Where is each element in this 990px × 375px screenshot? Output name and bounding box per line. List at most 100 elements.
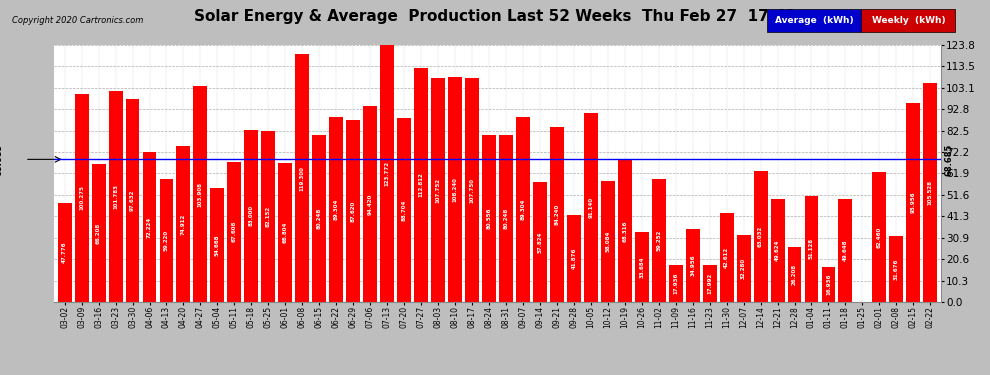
Bar: [889, 236, 903, 302]
Text: 112.812: 112.812: [419, 172, 424, 197]
Bar: [924, 83, 938, 302]
Bar: [567, 215, 581, 302]
Bar: [720, 213, 734, 302]
Text: 89.304: 89.304: [521, 198, 526, 220]
Text: 68.685: 68.685: [944, 143, 954, 176]
Text: 108.240: 108.240: [452, 177, 457, 202]
Bar: [278, 163, 292, 302]
Bar: [143, 152, 156, 302]
Bar: [159, 179, 173, 302]
Bar: [245, 130, 258, 302]
Text: 58.084: 58.084: [605, 231, 610, 252]
Text: 49.624: 49.624: [775, 240, 780, 261]
Bar: [109, 91, 123, 302]
Bar: [363, 106, 377, 302]
Text: 67.608: 67.608: [232, 221, 237, 242]
Text: 100.275: 100.275: [79, 185, 84, 210]
Text: 51.128: 51.128: [809, 238, 814, 260]
Text: 34.956: 34.956: [690, 255, 695, 276]
Bar: [668, 265, 683, 302]
Text: 80.556: 80.556: [486, 208, 491, 229]
Text: 47.776: 47.776: [62, 242, 67, 263]
Bar: [686, 230, 700, 302]
Text: 72.224: 72.224: [147, 216, 152, 237]
Bar: [414, 68, 428, 302]
Bar: [822, 267, 836, 302]
Bar: [770, 199, 784, 302]
Text: 33.684: 33.684: [640, 256, 644, 278]
Text: 123.772: 123.772: [385, 161, 390, 186]
Text: 31.676: 31.676: [894, 258, 899, 280]
Text: 57.824: 57.824: [538, 231, 543, 253]
Text: 101.783: 101.783: [113, 184, 118, 209]
Bar: [57, 203, 71, 302]
Bar: [92, 165, 106, 302]
Text: 88.704: 88.704: [402, 199, 407, 220]
Bar: [312, 135, 327, 302]
Text: 49.648: 49.648: [842, 240, 848, 261]
Bar: [431, 78, 446, 302]
Text: 66.208: 66.208: [96, 222, 101, 244]
Bar: [482, 135, 496, 302]
Text: 95.956: 95.956: [911, 192, 916, 213]
Text: 103.908: 103.908: [198, 182, 203, 207]
Bar: [533, 182, 546, 302]
Bar: [74, 94, 88, 302]
Text: 68.316: 68.316: [623, 220, 628, 242]
Text: 41.876: 41.876: [571, 248, 576, 269]
Bar: [346, 120, 360, 302]
Bar: [651, 179, 665, 302]
Text: 26.208: 26.208: [792, 264, 797, 285]
Text: 74.912: 74.912: [181, 213, 186, 235]
Bar: [380, 45, 394, 302]
Text: 84.240: 84.240: [554, 204, 559, 225]
Text: 59.252: 59.252: [656, 230, 661, 251]
Text: 68.685: 68.685: [0, 143, 3, 176]
Bar: [805, 196, 819, 302]
Bar: [839, 199, 852, 302]
Text: 16.936: 16.936: [826, 274, 831, 295]
Bar: [499, 135, 513, 302]
Bar: [753, 171, 767, 302]
Text: 91.140: 91.140: [588, 197, 593, 218]
Text: 94.420: 94.420: [367, 193, 372, 214]
Text: 66.804: 66.804: [283, 222, 288, 243]
Bar: [516, 117, 530, 302]
Text: Average  (kWh): Average (kWh): [775, 16, 853, 25]
Text: 63.032: 63.032: [758, 226, 763, 247]
Bar: [261, 131, 275, 302]
Text: Weekly  (kWh): Weekly (kWh): [871, 16, 945, 25]
Text: 87.620: 87.620: [350, 200, 355, 222]
Bar: [635, 232, 648, 302]
Text: 80.248: 80.248: [317, 208, 322, 229]
Text: Solar Energy & Average  Production Last 52 Weeks  Thu Feb 27  17:41: Solar Energy & Average Production Last 5…: [194, 9, 796, 24]
Text: 82.152: 82.152: [266, 206, 271, 227]
Text: 97.632: 97.632: [130, 190, 135, 211]
Bar: [703, 264, 717, 302]
Text: 59.220: 59.220: [164, 230, 169, 251]
Bar: [448, 77, 462, 302]
Text: 17.936: 17.936: [673, 273, 678, 294]
Text: 80.248: 80.248: [504, 208, 509, 229]
Text: 107.750: 107.750: [469, 178, 474, 203]
Text: 83.000: 83.000: [248, 205, 253, 226]
Bar: [176, 147, 190, 302]
Text: 42.612: 42.612: [724, 247, 729, 268]
Bar: [788, 248, 802, 302]
Text: Copyright 2020 Cartronics.com: Copyright 2020 Cartronics.com: [12, 16, 144, 25]
Bar: [601, 182, 615, 302]
Text: 107.752: 107.752: [436, 178, 441, 203]
Bar: [193, 86, 207, 302]
Bar: [330, 117, 344, 302]
Bar: [228, 162, 242, 302]
Text: 54.668: 54.668: [215, 234, 220, 256]
Bar: [872, 172, 886, 302]
Bar: [584, 113, 598, 302]
Bar: [737, 235, 750, 302]
Text: 119.300: 119.300: [300, 166, 305, 190]
Text: 17.992: 17.992: [707, 273, 712, 294]
Bar: [211, 189, 225, 302]
Bar: [618, 160, 632, 302]
Text: 62.460: 62.460: [877, 226, 882, 248]
Bar: [907, 103, 921, 302]
